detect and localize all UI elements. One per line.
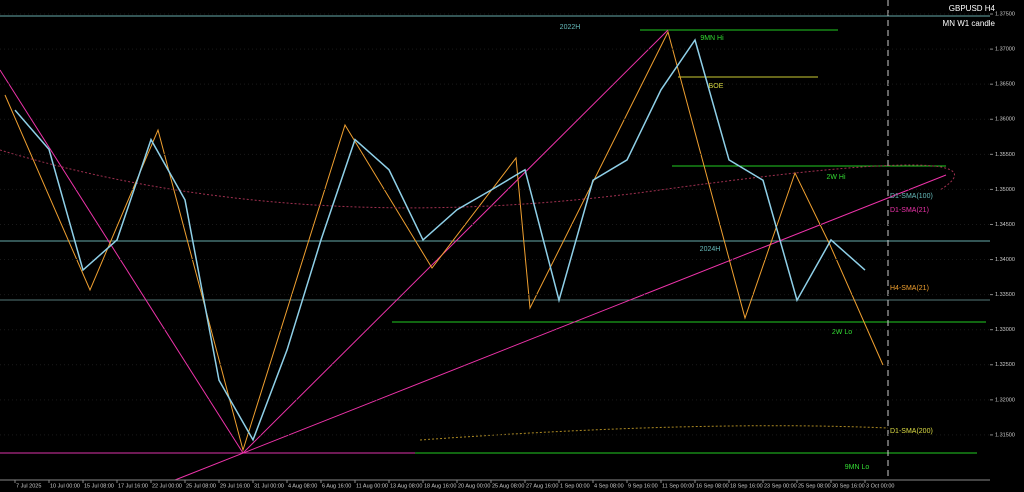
x-tick-label: 31 Jul 00:00 [254,483,284,489]
y-tick-label: 1.33000 [995,327,1015,333]
y-tick-label: 1.33500 [995,292,1015,298]
x-tick-label: 11 Aug 00:00 [356,483,388,489]
x-tick-label: 10 Jul 00:00 [50,483,80,489]
y-tick-label: 1.35000 [995,187,1015,193]
annotation: D1-SMA(200) [890,428,933,435]
x-tick-label: 3 Oct 00:00 [866,483,894,489]
x-tick-label: 23 Sep 00:00 [764,483,797,489]
y-tick-label: 1.37000 [995,47,1015,53]
x-tick-label: 27 Aug 16:00 [526,483,558,489]
chart-title: GBPUSD H4 [949,4,996,13]
x-tick-label: 4 Sep 08:00 [594,483,624,489]
x-tick-label: 7 Jul 2025 [16,483,41,489]
price-line [14,38,866,442]
annotation: BOE [709,83,724,90]
y-tick-label: 1.35500 [995,152,1015,158]
x-tick-label: 11 Sep 00:00 [662,483,694,489]
x-tick-label: 18 Aug 16:00 [424,483,456,489]
x-tick-label: 25 Sep 08:00 [798,483,831,489]
x-tick-label: 25 Aug 08:00 [492,483,524,489]
x-tick-label: 15 Jul 08:00 [84,483,114,489]
y-tick-label: 1.34500 [995,222,1015,228]
trend-line [174,174,947,481]
x-tick-label: 29 Jul 16:00 [220,483,250,489]
annotation: D1-SMA(21) [890,207,929,214]
x-tick-label: 18 Sep 16:00 [730,483,763,489]
y-tick-label: 1.32000 [995,397,1015,403]
x-tick-label: 25 Jul 08:00 [186,483,216,489]
annotation: 9MN Lo [845,464,870,471]
sma-200 [419,425,889,441]
y-tick-label: 1.37500 [995,11,1015,17]
x-tick-label: 20 Aug 00:00 [458,483,490,489]
annotation: 2024H [700,246,721,253]
price-axis [990,0,1024,480]
x-tick-label: 16 Sep 08:00 [696,483,729,489]
x-tick-label: 13 Aug 08:00 [390,483,422,489]
chart-subtitle: MN W1 candle [943,19,996,28]
y-tick-label: 1.34000 [995,257,1015,263]
annotation: D1-SMA(100) [890,193,933,200]
x-tick-label: 17 Jul 16:00 [118,483,148,489]
y-tick-label: 1.36000 [995,117,1015,123]
x-tick-label: 22 Jul 00:00 [152,483,182,489]
trend-line [0,69,244,454]
annotation: 9MN Hi [700,35,724,42]
y-tick-label: 1.36500 [995,82,1015,88]
trend-line [242,29,669,454]
annotation: 2W Hi [826,174,846,181]
y-tick-label: 1.32500 [995,362,1015,368]
x-tick-label: 30 Sep 16:00 [832,483,865,489]
annotation: H4-SMA(21) [890,285,929,292]
x-tick-label: 9 Sep 16:00 [628,483,658,489]
x-tick-label: 1 Sep 00:00 [560,483,590,489]
y-tick-label: 1.31500 [995,432,1015,438]
x-tick-label: 4 Aug 08:00 [288,483,317,489]
x-tick-label: 6 Aug 16:00 [322,483,351,489]
annotation: 2022H [560,24,581,31]
annotation: 2W Lo [832,329,852,336]
